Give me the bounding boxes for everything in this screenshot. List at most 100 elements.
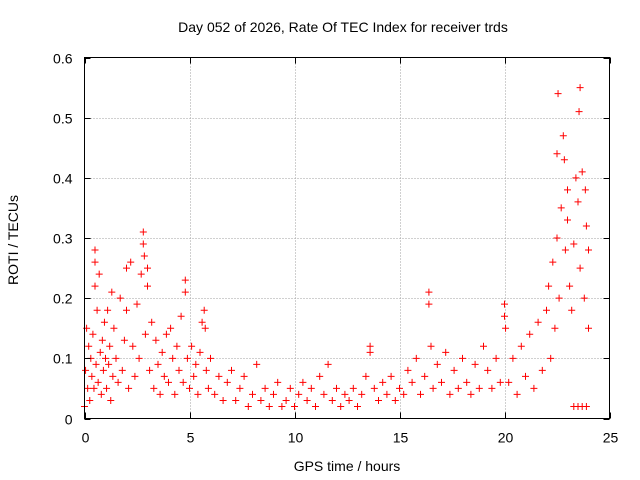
grid-lines — [84, 57, 610, 419]
data-point — [549, 258, 557, 266]
data-point — [265, 402, 273, 410]
data-point — [391, 396, 399, 404]
x-tick-label: 25 — [603, 430, 619, 446]
data-point — [105, 360, 113, 368]
data-point — [99, 366, 107, 374]
data-point — [429, 384, 437, 392]
data-point — [547, 354, 555, 362]
data-point — [202, 366, 210, 374]
data-point — [375, 396, 382, 404]
data-point — [274, 378, 282, 386]
data-point — [425, 300, 433, 308]
data-point — [467, 390, 475, 398]
data-point — [585, 324, 592, 332]
data-point — [492, 354, 500, 362]
data-point — [211, 390, 219, 398]
data-point — [253, 360, 261, 368]
data-points — [81, 84, 592, 410]
data-point — [358, 390, 366, 398]
data-point — [354, 402, 361, 410]
data-point — [188, 342, 196, 350]
data-point — [366, 342, 374, 350]
x-tick-label: 10 — [288, 430, 304, 446]
data-point — [417, 390, 424, 398]
data-point — [328, 396, 336, 404]
data-point — [270, 390, 277, 398]
data-point — [564, 216, 571, 224]
data-point — [169, 354, 177, 362]
data-point — [162, 330, 170, 338]
data-point — [183, 354, 191, 362]
data-point — [522, 372, 529, 380]
y-tick-label: 0.1 — [53, 351, 73, 367]
data-point — [278, 402, 286, 410]
data-point — [307, 384, 315, 392]
data-point — [240, 372, 248, 380]
data-point — [123, 264, 130, 272]
data-point — [156, 390, 164, 398]
data-point — [123, 306, 130, 314]
data-point — [404, 366, 412, 374]
data-point — [555, 294, 563, 302]
data-point — [576, 264, 584, 272]
data-point — [421, 372, 429, 380]
y-axis-label: ROTI / TECUs — [5, 195, 21, 285]
data-point — [84, 384, 92, 392]
data-point — [177, 312, 185, 320]
data-point — [91, 282, 99, 290]
data-point — [320, 390, 328, 398]
data-point — [196, 348, 204, 356]
data-point — [107, 396, 115, 404]
data-point — [106, 342, 114, 350]
x-tick-label: 5 — [187, 430, 195, 446]
data-point — [534, 318, 542, 326]
data-point — [545, 282, 553, 290]
data-point — [102, 354, 109, 362]
data-point — [133, 300, 141, 308]
data-point — [400, 390, 408, 398]
data-point — [190, 372, 198, 380]
data-point — [559, 132, 567, 140]
data-point — [446, 390, 454, 398]
y-tick-label: 0.5 — [53, 111, 73, 127]
data-point — [100, 318, 108, 326]
data-point — [526, 330, 534, 338]
data-point — [201, 324, 209, 332]
data-point — [505, 378, 513, 386]
data-point — [118, 366, 126, 374]
data-point — [192, 360, 200, 368]
data-point — [581, 186, 589, 194]
data-point — [93, 306, 101, 314]
data-point — [396, 384, 403, 392]
data-point — [89, 330, 97, 338]
data-point — [94, 378, 102, 386]
data-point — [90, 384, 98, 392]
data-point — [538, 366, 546, 374]
data-point — [484, 366, 492, 374]
data-point — [95, 270, 103, 278]
data-point — [408, 378, 416, 386]
data-point — [551, 324, 559, 332]
data-point — [223, 378, 231, 386]
data-point — [88, 372, 96, 380]
x-tick-label: 15 — [393, 430, 409, 446]
data-point — [370, 384, 378, 392]
data-point — [244, 402, 252, 410]
data-point — [295, 390, 303, 398]
data-point — [316, 372, 324, 380]
data-point — [171, 390, 179, 398]
data-point — [496, 378, 504, 386]
data-point — [554, 90, 562, 98]
data-point — [198, 318, 206, 326]
data-point — [127, 258, 135, 266]
data-point — [158, 348, 166, 356]
data-point — [463, 378, 471, 386]
data-point — [125, 384, 133, 392]
data-point — [425, 288, 433, 296]
data-point — [387, 372, 395, 380]
data-point — [291, 402, 298, 410]
data-point — [345, 396, 353, 404]
data-point — [337, 402, 345, 410]
data-point — [572, 174, 580, 182]
data-point — [312, 402, 319, 410]
